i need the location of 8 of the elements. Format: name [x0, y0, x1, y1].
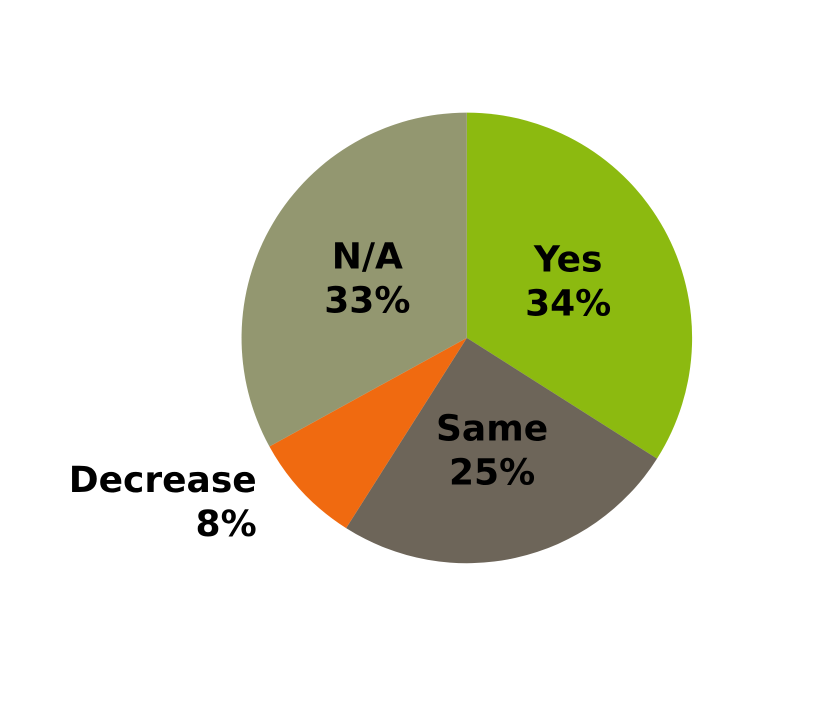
slice-label: Yes: [532, 240, 602, 281]
slice-label: N/A: [332, 236, 403, 278]
data-label: 8%: [196, 504, 257, 545]
data-label: 34%: [525, 284, 612, 325]
data-label: 25%: [448, 452, 536, 494]
data-label: 33%: [324, 280, 410, 322]
slice-label: Decrease: [68, 460, 257, 501]
slice-label: Same: [436, 408, 548, 450]
